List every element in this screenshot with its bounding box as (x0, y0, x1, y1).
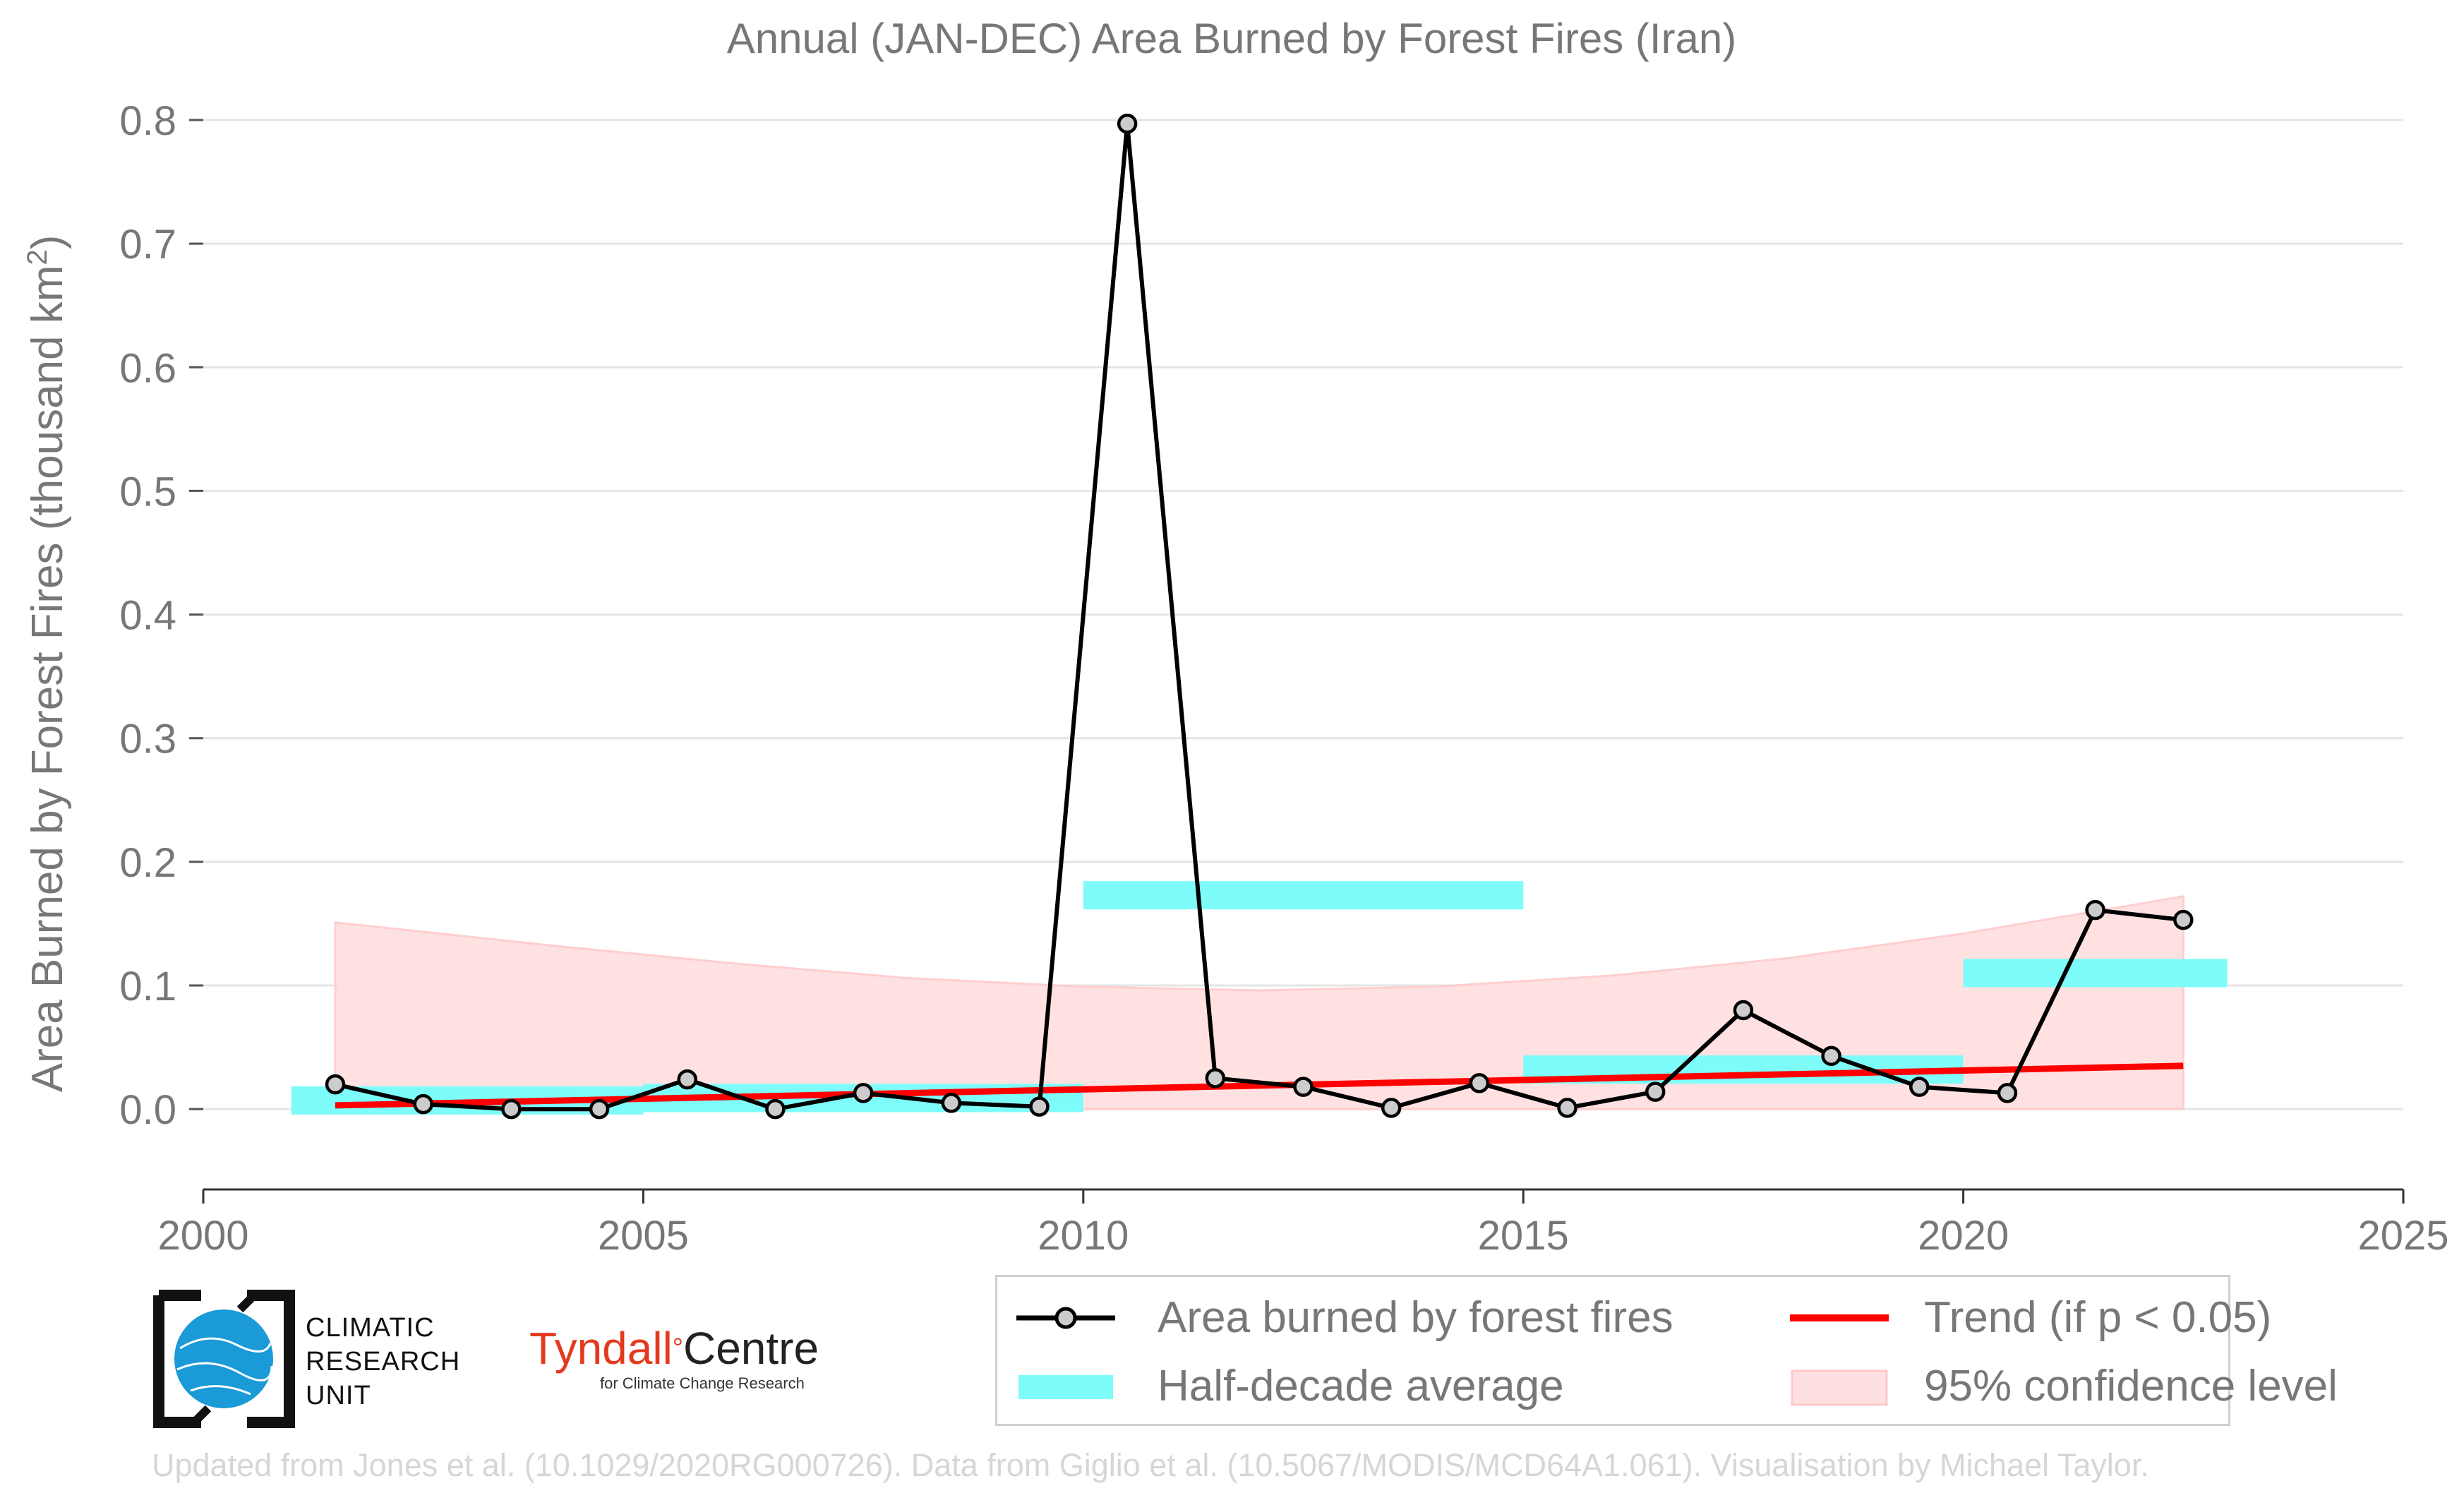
x-tick-label: 2005 (598, 1213, 689, 1259)
y-tick-label: 0.0 (119, 1087, 176, 1133)
data-point (1381, 1098, 1402, 1118)
cru-line: CLIMATIC (306, 1313, 435, 1343)
y-tick-label: 0.2 (119, 840, 176, 886)
chart-title: Annual (JAN-DEC) Area Burned by Forest F… (727, 15, 1736, 62)
data-point (677, 1069, 697, 1090)
x-tick-label: 2015 (1478, 1213, 1569, 1259)
cru-line: RESEARCH (306, 1347, 461, 1377)
legend-item-confidence: 95% confidence level (1786, 1358, 2338, 1415)
y-tick-label: 0.3 (119, 716, 176, 762)
y-tick-label: 0.6 (119, 345, 176, 391)
half-decade-bar (1963, 959, 2228, 988)
y-tick-label: 0.4 (119, 593, 176, 639)
data-point (1029, 1096, 1050, 1117)
cru-line: UNIT (306, 1381, 371, 1410)
legend-trend-line-icon (1790, 1314, 1889, 1321)
legend-marker-line-icon (1016, 1307, 1115, 1329)
x-tick-label: 2010 (1038, 1213, 1129, 1259)
half-decade-bar (1083, 881, 1524, 910)
y-tick-label: 0.8 (119, 98, 176, 144)
axes: 0.0 0.1 0.2 0.3 0.4 0.5 0.6 0.7 0.8 2000 2005 2010 2… (119, 98, 2448, 1259)
data-credit: Updated from Jones et al. (10.1029/2020R… (152, 1447, 2149, 1483)
data-point (1293, 1077, 1314, 1097)
data-point (2173, 909, 2194, 930)
data-point (325, 1074, 346, 1095)
y-tick-label: 0.1 (119, 964, 176, 1009)
data-point (2085, 899, 2105, 921)
legend-item-trend: Trend (if p < 0.05) (1786, 1290, 2271, 1346)
data-point (1117, 114, 1138, 134)
legend-confidence-patch-icon (1791, 1369, 1888, 1406)
cru-logo-icon (153, 1290, 295, 1428)
data-point (501, 1098, 522, 1120)
legend-label: Area burned by forest fires (1158, 1293, 1673, 1342)
y-tick-label: 0.7 (119, 222, 176, 268)
legend-item-area-burned: Area burned by forest fires (1013, 1290, 1673, 1346)
burned-area-line (335, 124, 2184, 1112)
tyndall-degree: ° (672, 1333, 683, 1363)
legend-label: Half-decade average (1158, 1362, 1564, 1410)
y-tick-label: 0.5 (119, 469, 176, 515)
logos: CLIMATIC RESEARCH UNIT Tyndall°Centre fo… (152, 1288, 829, 1429)
data-point (1557, 1098, 1577, 1118)
tyndall-logo: Tyndall°Centre for Climate Change Resear… (529, 1323, 826, 1392)
x-tick-label: 2020 (1918, 1213, 2009, 1259)
data-point (1821, 1045, 1841, 1067)
data-point (765, 1098, 786, 1120)
cru-logo-text: CLIMATIC RESEARCH UNIT (306, 1311, 460, 1413)
data-point (853, 1083, 874, 1103)
tyndall-subtitle: for Climate Change Research (600, 1374, 805, 1392)
data-point (589, 1098, 610, 1120)
data-point (413, 1093, 433, 1115)
data-point (941, 1093, 962, 1113)
legend-item-half-decade: Half-decade average (1013, 1358, 1592, 1415)
data-point (1733, 1000, 1754, 1021)
x-tick-label: 2000 (157, 1213, 248, 1259)
data-point (1205, 1068, 1226, 1089)
x-tick-label: 2025 (2357, 1213, 2448, 1259)
legend-label: Trend (if p < 0.05) (1924, 1293, 2272, 1342)
data-point (1909, 1077, 1930, 1097)
y-axis-label: Area Burned by Forest Fires (thousand km… (22, 235, 72, 1093)
chart-legend: Area burned by forest fires Trend (if p … (995, 1275, 2338, 1426)
legend-label: 95% confidence level (1924, 1362, 2338, 1410)
burned-area-line-layer (325, 114, 2194, 1120)
tyndall-word: Tyndall (529, 1323, 673, 1374)
data-point (1645, 1081, 1666, 1102)
area-burned-chart: 0.0 0.1 0.2 0.3 0.4 0.5 0.6 0.7 0.8 2000 2005 2010 2… (22, 15, 2449, 1259)
legend-half-decade-patch-icon (1018, 1375, 1113, 1399)
tyndall-centre-word: Centre (683, 1323, 819, 1374)
data-point (1469, 1073, 1490, 1093)
data-point (1997, 1083, 2018, 1103)
